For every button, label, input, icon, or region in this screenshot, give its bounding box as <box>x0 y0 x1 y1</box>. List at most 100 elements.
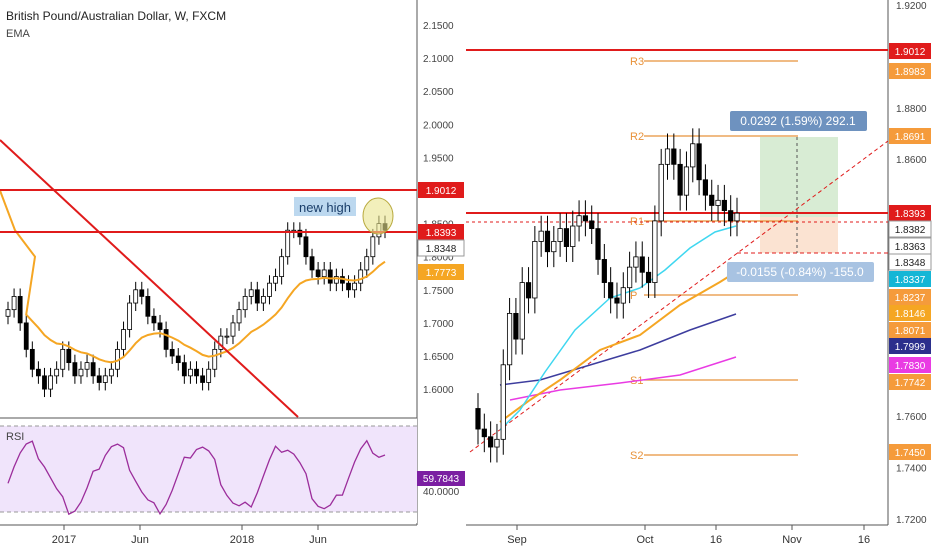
candle-body <box>163 329 169 350</box>
rsi-label: RSI <box>6 431 24 443</box>
candle-body <box>576 215 582 227</box>
price-badge <box>889 128 931 144</box>
candle-body <box>127 302 133 330</box>
candle-body <box>194 368 199 377</box>
candle-body <box>297 229 303 238</box>
price-badge <box>418 182 464 198</box>
candle-body <box>78 368 84 377</box>
candle-body <box>639 256 645 273</box>
price-badge <box>889 322 931 338</box>
loss-zone <box>760 217 838 253</box>
price-badge <box>889 357 931 373</box>
candle-body <box>481 428 487 438</box>
price-badge <box>889 205 931 221</box>
price-badge-label: 1.8348 <box>895 258 926 269</box>
price-badge <box>418 264 464 280</box>
y-tick-label: 1.8800 <box>896 104 927 115</box>
price-badge-label: 1.8071 <box>895 326 926 337</box>
candle-body <box>488 436 494 448</box>
price-badge-label: 1.7742 <box>895 378 926 389</box>
candle-body <box>327 269 333 284</box>
candle-body <box>494 438 500 448</box>
price-badge-label: 1.8146 <box>895 309 926 320</box>
y-tick-label: 1.7200 <box>896 515 927 526</box>
price-badge <box>417 239 465 257</box>
candle-body <box>563 228 570 247</box>
rsi-value-label: 59.7843 <box>423 474 460 485</box>
ema-blue-line <box>499 313 737 386</box>
y-tick-label: 2.1500 <box>423 21 454 32</box>
x-tick-label: 2017 <box>52 534 76 546</box>
candle-body <box>188 368 193 377</box>
y-tick-label: 2.1000 <box>423 54 454 65</box>
candle-body <box>633 256 639 268</box>
candle-body <box>734 212 740 222</box>
x-tick-label: 16 <box>710 534 722 546</box>
price-badge <box>889 374 931 390</box>
candle-body <box>169 348 175 357</box>
candle-body <box>601 259 607 283</box>
candle-body <box>279 256 285 277</box>
left-chart-panel: 2.15002.10002.05002.00001.95001.90001.85… <box>0 0 465 546</box>
candle-body <box>42 375 47 390</box>
candle-body <box>614 297 620 304</box>
candle-body <box>671 148 677 165</box>
x-tick-label: Nov <box>782 534 802 546</box>
candle-body <box>721 199 727 212</box>
candle-body <box>544 230 551 253</box>
candle-body <box>608 282 614 299</box>
price-badge-label: 1.8337 <box>895 275 926 286</box>
candle-body <box>224 335 230 338</box>
candle-body <box>551 241 557 253</box>
y-tick-label: 1.6000 <box>423 385 454 396</box>
x-tick-label: Jun <box>309 534 327 546</box>
price-badge <box>889 305 931 321</box>
candle-body <box>321 269 327 277</box>
candle-body <box>315 269 321 277</box>
ema-orange-line <box>499 271 737 423</box>
candle-body <box>352 282 357 291</box>
candle-body <box>715 199 721 206</box>
candle-body <box>627 266 633 289</box>
y-tick-label: 1.9500 <box>423 153 454 164</box>
ema-line <box>0 190 386 364</box>
candle-body <box>690 143 696 168</box>
right-chart-panel: 1.9200 1.8800 1.8600 1.7600 1.7400 1.7200 R3 R… <box>466 0 932 546</box>
candle-body <box>267 282 272 297</box>
candle-body <box>645 271 652 283</box>
candle-body <box>506 312 513 366</box>
candle-body <box>102 375 108 383</box>
price-badge-label: 1.8691 <box>895 132 926 143</box>
rsi-band <box>0 426 417 512</box>
candle-body <box>260 296 266 304</box>
price-badge <box>888 253 932 271</box>
candle-body <box>358 269 364 284</box>
candle-body <box>538 230 544 242</box>
price-badge-label: 1.8237 <box>895 293 926 304</box>
candle-body <box>370 236 376 258</box>
candle-body <box>5 309 11 317</box>
price-badge <box>889 338 931 354</box>
price-badge-label: 1.7450 <box>895 448 926 459</box>
candle-body <box>121 329 126 350</box>
price-badge-label: 1.8382 <box>895 225 926 236</box>
price-badge-label: 1.8983 <box>895 67 926 78</box>
candle-body <box>702 179 709 196</box>
pivot-label: S2 <box>630 450 643 462</box>
measure-up-label: 0.0292 (1.59%) 292.1 <box>740 114 856 128</box>
price-badge <box>889 289 931 305</box>
candle-body <box>11 296 17 311</box>
candle-body <box>66 348 72 364</box>
indicator-label: EMA <box>6 28 31 40</box>
price-badge <box>418 224 464 240</box>
candle-body <box>525 282 532 299</box>
price-badge <box>889 444 931 460</box>
y-tick-label: 1.7000 <box>423 319 454 330</box>
y-tick-label: 1.8600 <box>896 155 927 166</box>
measure-down-box <box>727 262 874 282</box>
price-badge <box>889 63 931 79</box>
candle-body <box>200 375 205 383</box>
price-badge <box>889 43 931 59</box>
candle-body <box>570 225 576 247</box>
